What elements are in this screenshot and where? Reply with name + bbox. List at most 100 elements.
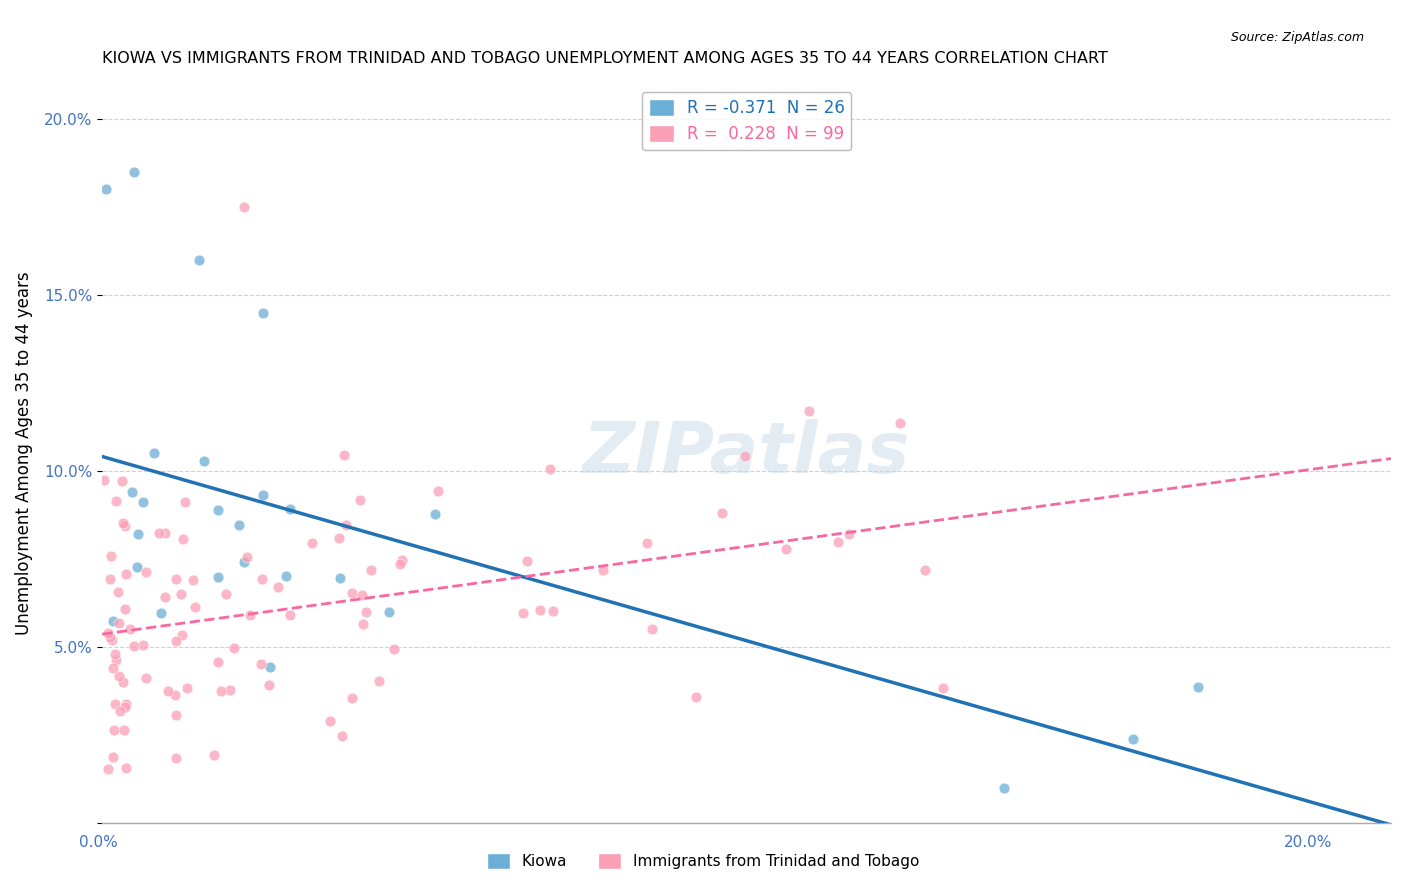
Point	[1122, 732, 1144, 747]
Point	[187, 252, 209, 267]
Point	[349, 492, 371, 507]
Point	[172, 532, 194, 546]
Point	[592, 563, 614, 577]
Point	[541, 604, 564, 618]
Point	[215, 587, 238, 601]
Point	[108, 615, 131, 630]
Point	[142, 446, 165, 460]
Point	[148, 526, 170, 541]
Point	[176, 681, 198, 696]
Point	[150, 606, 173, 620]
Point	[340, 586, 363, 600]
Point	[382, 642, 405, 657]
Point	[93, 473, 115, 487]
Point	[207, 655, 229, 669]
Point	[367, 674, 389, 689]
Point	[165, 634, 187, 648]
Point	[228, 518, 250, 533]
Point	[104, 648, 127, 662]
Point	[889, 416, 911, 430]
Point	[104, 698, 127, 712]
Point	[118, 623, 141, 637]
Point	[193, 454, 215, 468]
Point	[127, 526, 149, 541]
Point	[132, 495, 155, 509]
Point	[734, 450, 756, 464]
Point	[96, 182, 118, 196]
Point	[111, 516, 134, 530]
Point	[330, 729, 353, 743]
Point	[115, 566, 138, 581]
Point	[107, 584, 129, 599]
Point	[360, 563, 382, 577]
Text: 0.0%: 0.0%	[79, 836, 118, 850]
Point	[135, 671, 157, 685]
Point	[112, 723, 135, 738]
Point	[207, 570, 229, 584]
Point	[252, 488, 274, 502]
Point	[114, 602, 136, 616]
Point	[127, 560, 149, 574]
Point	[218, 682, 240, 697]
Point	[170, 587, 193, 601]
Point	[538, 462, 561, 476]
Point	[165, 572, 187, 586]
Text: Source: ZipAtlas.com: Source: ZipAtlas.com	[1230, 31, 1364, 45]
Point	[350, 588, 373, 602]
Point	[105, 653, 128, 667]
Point	[97, 762, 120, 776]
Point	[114, 700, 136, 714]
Point	[153, 525, 176, 540]
Point	[101, 750, 124, 764]
Point	[184, 599, 207, 614]
Point	[711, 506, 734, 520]
Point	[797, 404, 820, 418]
Text: ZIPatlas: ZIPatlas	[583, 419, 910, 488]
Point	[252, 305, 274, 319]
Point	[259, 660, 281, 674]
Point	[993, 780, 1015, 795]
Point	[274, 568, 297, 582]
Point	[301, 536, 323, 550]
Point	[202, 748, 225, 763]
Point	[173, 495, 195, 509]
Point	[100, 633, 122, 648]
Legend: R = -0.371  N = 26, R =  0.228  N = 99: R = -0.371 N = 26, R = 0.228 N = 99	[641, 92, 852, 150]
Point	[165, 750, 187, 764]
Point	[103, 660, 125, 674]
Point	[104, 494, 127, 508]
Point	[1187, 680, 1209, 694]
Point	[172, 628, 194, 642]
Point	[391, 553, 413, 567]
Point	[378, 605, 401, 619]
Point	[342, 690, 364, 705]
Point	[352, 617, 374, 632]
Point	[640, 622, 662, 636]
Point	[354, 605, 377, 619]
Point	[516, 554, 538, 568]
Point	[427, 483, 450, 498]
Point	[165, 708, 187, 723]
Point	[111, 474, 134, 488]
Point	[249, 657, 271, 671]
Point	[98, 572, 121, 586]
Point	[111, 675, 134, 690]
Point	[775, 542, 797, 557]
Point	[914, 562, 936, 576]
Point	[122, 639, 145, 653]
Point	[156, 684, 179, 698]
Point	[153, 591, 176, 605]
Point	[209, 683, 232, 698]
Point	[389, 557, 412, 571]
Text: KIOWA VS IMMIGRANTS FROM TRINIDAD AND TOBAGO UNEMPLOYMENT AMONG AGES 35 TO 44 YE: KIOWA VS IMMIGRANTS FROM TRINIDAD AND TO…	[103, 51, 1108, 66]
Point	[224, 640, 246, 655]
Point	[114, 518, 136, 533]
Y-axis label: Unemployment Among Ages 35 to 44 years: Unemployment Among Ages 35 to 44 years	[15, 272, 32, 635]
Point	[827, 534, 849, 549]
Point	[207, 503, 229, 517]
Point	[108, 669, 131, 683]
Point	[132, 638, 155, 652]
Text: 20.0%: 20.0%	[1284, 836, 1331, 850]
Legend: Kiowa, Immigrants from Trinidad and Tobago: Kiowa, Immigrants from Trinidad and Toba…	[481, 847, 925, 875]
Point	[685, 690, 707, 705]
